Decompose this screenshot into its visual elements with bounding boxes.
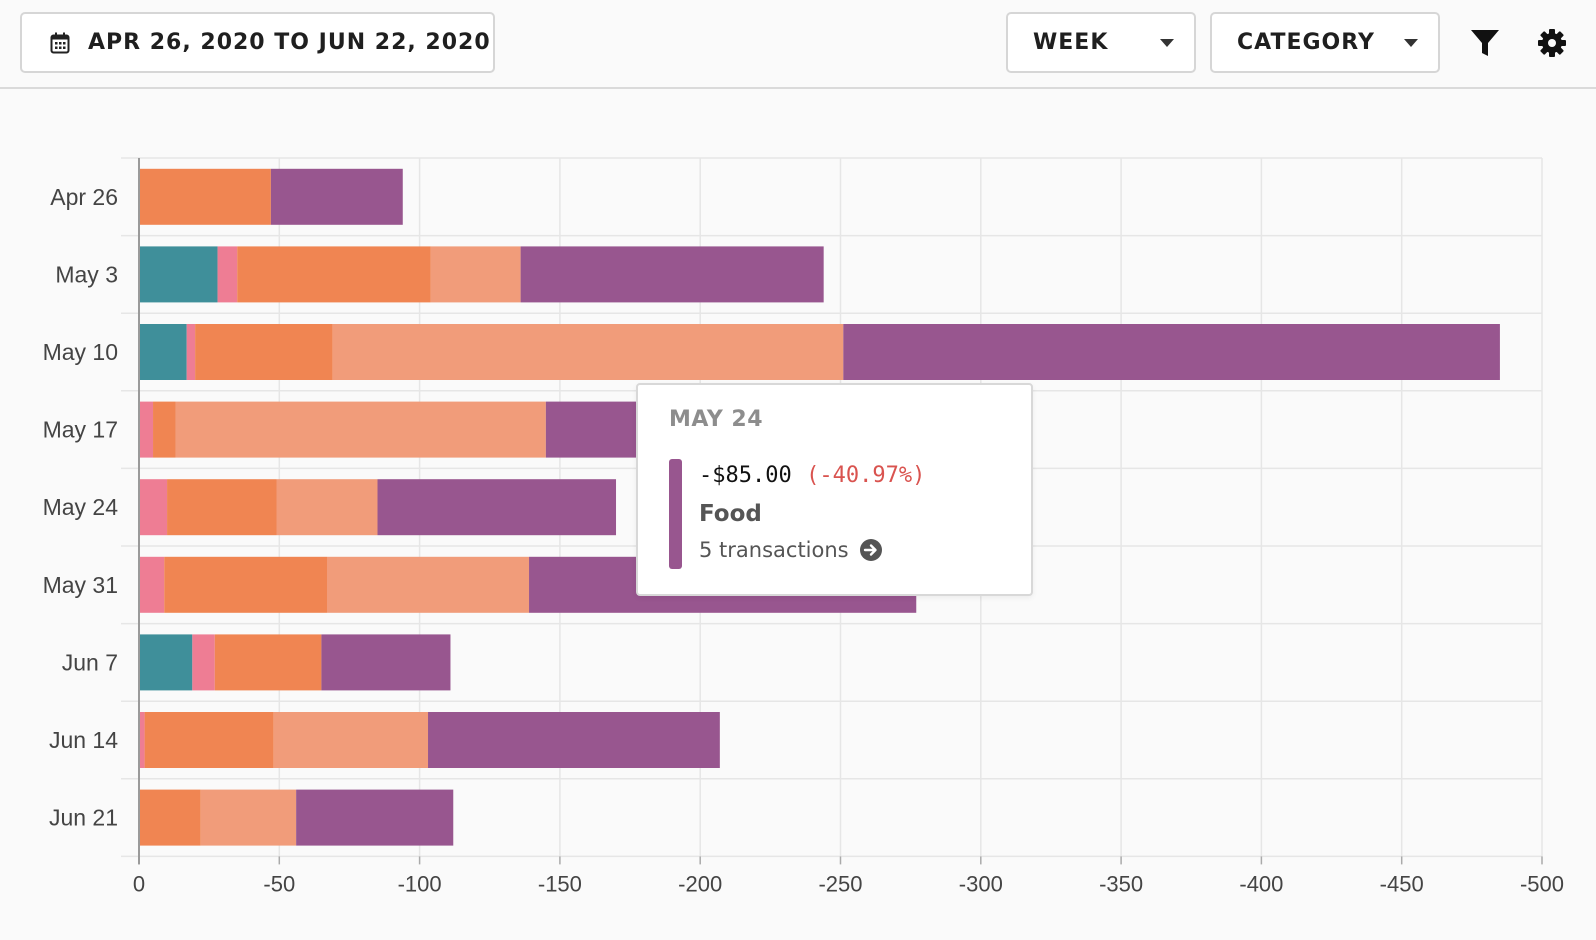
interval-select[interactable]: WEEK: [1006, 12, 1196, 73]
bar-segment[interactable]: [167, 479, 277, 536]
tooltip-date: MAY 24: [669, 407, 764, 432]
filter-button[interactable]: [1467, 25, 1503, 61]
x-tick-label: -300: [959, 871, 1003, 896]
bar-segment[interactable]: [139, 556, 165, 613]
x-tick-label: -100: [398, 871, 442, 896]
filter-icon: [1471, 30, 1499, 56]
bar-segment[interactable]: [164, 556, 328, 613]
x-tick-label: -350: [1099, 871, 1143, 896]
tooltip-transactions-link[interactable]: 5 transactions: [699, 538, 883, 562]
tooltip-change: (-40.97%): [806, 463, 926, 488]
x-tick-label: -250: [818, 871, 862, 896]
date-range-label: APR 26, 2020 TO JUN 22, 2020: [88, 30, 491, 55]
toolbar: APR 26, 2020 TO JUN 22, 2020 WEEK CATEGO…: [0, 0, 1596, 89]
x-tick-label: -150: [538, 871, 582, 896]
bar-segment[interactable]: [430, 246, 521, 303]
bar-segment[interactable]: [192, 634, 215, 691]
y-category-label: Apr 26: [50, 184, 118, 210]
bar-segment[interactable]: [273, 712, 429, 768]
bar-segment[interactable]: [332, 324, 844, 380]
bar-segment[interactable]: [327, 556, 530, 613]
x-tick-label: -500: [1520, 871, 1564, 896]
settings-button[interactable]: [1534, 25, 1570, 61]
tooltip-amount: -$85.00: [699, 463, 792, 488]
y-category-label: May 24: [43, 494, 119, 520]
chart-tooltip: MAY 24 -$85.00 (-40.97%) Food 5 transact…: [636, 383, 1033, 596]
x-tick-label: -50: [263, 871, 295, 896]
bar-segment[interactable]: [545, 401, 639, 458]
chevron-down-icon: [1404, 38, 1418, 47]
bar-segment[interactable]: [520, 246, 824, 303]
bar-segment[interactable]: [296, 789, 454, 846]
tooltip-transactions: 5 transactions: [699, 538, 849, 562]
calendar-icon: [50, 32, 70, 54]
y-category-label: Jun 7: [62, 649, 118, 675]
date-range-button[interactable]: APR 26, 2020 TO JUN 22, 2020: [20, 12, 495, 73]
y-category-label: May 10: [43, 339, 118, 365]
bar-segment[interactable]: [237, 246, 431, 303]
bar-segment[interactable]: [139, 634, 193, 691]
tooltip-category: Food: [699, 501, 762, 527]
tooltip-color-swatch: [669, 459, 682, 569]
group-by-select[interactable]: CATEGORY: [1210, 12, 1440, 73]
bar-segment[interactable]: [139, 712, 145, 768]
bar-segment[interactable]: [195, 324, 333, 380]
interval-label: WEEK: [1033, 30, 1109, 55]
bar-segment[interactable]: [377, 479, 617, 536]
bar-segment[interactable]: [276, 479, 378, 536]
y-category-label: May 3: [55, 261, 118, 287]
bar-segment[interactable]: [270, 168, 403, 225]
tooltip-amount-row: -$85.00 (-40.97%): [699, 463, 925, 488]
bar-segment[interactable]: [843, 324, 1500, 380]
bar-segment[interactable]: [139, 246, 218, 303]
bar-segment[interactable]: [139, 479, 168, 536]
bar-segment[interactable]: [139, 401, 154, 458]
chart-axes: 0 -50 -100 -150 -200 -250 -300 -350 -400 -450 -500…: [43, 158, 1564, 896]
bar-segment[interactable]: [139, 789, 201, 846]
bar-segment[interactable]: [428, 712, 720, 768]
y-category-label: Jun 14: [49, 727, 118, 753]
bar-segment[interactable]: [217, 246, 238, 303]
arrow-right-circle-icon: [859, 538, 883, 562]
bar-segment[interactable]: [186, 324, 196, 380]
y-category-label: May 31: [43, 572, 118, 598]
bar-segment[interactable]: [153, 401, 176, 458]
bar-segment[interactable]: [139, 168, 271, 225]
bar-segment[interactable]: [321, 634, 451, 691]
y-category-label: May 17: [43, 417, 118, 443]
bar-segment[interactable]: [175, 401, 546, 458]
x-tick-label: 0: [133, 871, 145, 896]
x-tick-label: -400: [1239, 871, 1283, 896]
bar-segment[interactable]: [214, 634, 322, 691]
bar-segment[interactable]: [200, 789, 297, 846]
bar-segment[interactable]: [144, 712, 274, 768]
x-tick-label: -450: [1380, 871, 1424, 896]
x-tick-label: -200: [678, 871, 722, 896]
gear-icon: [1538, 29, 1566, 57]
chevron-down-icon: [1160, 38, 1174, 47]
bar-segment[interactable]: [139, 324, 187, 380]
y-category-label: Jun 21: [49, 805, 118, 831]
group-by-label: CATEGORY: [1237, 30, 1375, 55]
